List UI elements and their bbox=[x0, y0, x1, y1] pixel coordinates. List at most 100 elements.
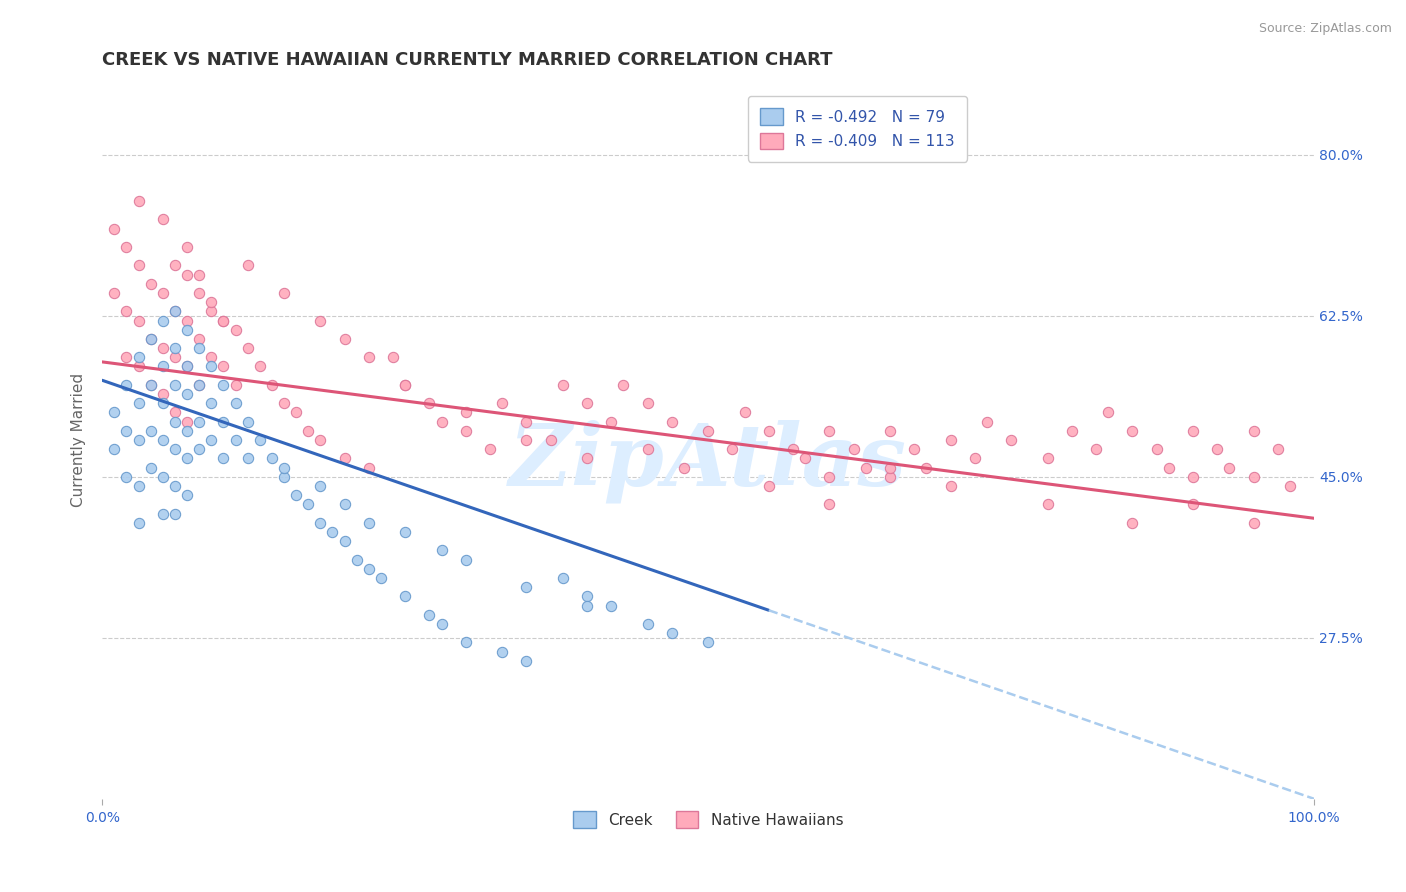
Point bbox=[176, 387, 198, 401]
Point bbox=[212, 377, 235, 392]
Point bbox=[128, 351, 150, 365]
Point bbox=[309, 479, 332, 493]
Point bbox=[454, 552, 477, 566]
Point bbox=[818, 470, 841, 484]
Text: ZipAtlas: ZipAtlas bbox=[509, 420, 907, 503]
Point bbox=[128, 313, 150, 327]
Point bbox=[163, 442, 186, 457]
Point bbox=[176, 424, 198, 438]
Point bbox=[273, 470, 295, 484]
Point bbox=[128, 433, 150, 447]
Point bbox=[1181, 424, 1204, 438]
Point bbox=[976, 415, 998, 429]
Point bbox=[128, 194, 150, 208]
Point bbox=[491, 396, 513, 410]
Point bbox=[163, 377, 186, 392]
Point bbox=[225, 377, 247, 392]
Point bbox=[721, 442, 744, 457]
Point bbox=[212, 359, 235, 374]
Point bbox=[540, 433, 562, 447]
Point bbox=[612, 377, 634, 392]
Point bbox=[454, 424, 477, 438]
Point bbox=[152, 212, 174, 227]
Point bbox=[382, 351, 405, 365]
Point bbox=[152, 470, 174, 484]
Point bbox=[1243, 470, 1265, 484]
Point bbox=[333, 332, 356, 346]
Point bbox=[661, 626, 683, 640]
Point bbox=[600, 415, 623, 429]
Point bbox=[152, 396, 174, 410]
Point bbox=[1267, 442, 1289, 457]
Point bbox=[697, 424, 720, 438]
Point bbox=[394, 590, 416, 604]
Point bbox=[200, 295, 222, 310]
Point bbox=[249, 359, 271, 374]
Point bbox=[273, 396, 295, 410]
Point bbox=[600, 599, 623, 613]
Point bbox=[794, 451, 817, 466]
Point bbox=[152, 387, 174, 401]
Point bbox=[394, 524, 416, 539]
Point bbox=[200, 351, 222, 365]
Point bbox=[903, 442, 925, 457]
Point bbox=[879, 424, 901, 438]
Point bbox=[285, 488, 308, 502]
Point bbox=[661, 415, 683, 429]
Point bbox=[188, 268, 211, 282]
Point bbox=[394, 377, 416, 392]
Point bbox=[309, 313, 332, 327]
Point bbox=[128, 258, 150, 272]
Point bbox=[128, 396, 150, 410]
Point bbox=[551, 377, 574, 392]
Point bbox=[212, 313, 235, 327]
Point bbox=[491, 645, 513, 659]
Point bbox=[139, 332, 162, 346]
Point bbox=[163, 304, 186, 318]
Point bbox=[212, 313, 235, 327]
Point bbox=[963, 451, 986, 466]
Point bbox=[357, 516, 380, 530]
Point bbox=[333, 451, 356, 466]
Point bbox=[176, 359, 198, 374]
Point bbox=[139, 377, 162, 392]
Y-axis label: Currently Married: Currently Married bbox=[72, 373, 86, 508]
Point bbox=[273, 460, 295, 475]
Point bbox=[879, 460, 901, 475]
Point bbox=[418, 396, 440, 410]
Point bbox=[321, 524, 343, 539]
Point bbox=[309, 516, 332, 530]
Point bbox=[394, 377, 416, 392]
Point bbox=[152, 285, 174, 300]
Point bbox=[637, 442, 659, 457]
Point bbox=[236, 451, 259, 466]
Point bbox=[103, 442, 125, 457]
Point bbox=[115, 470, 138, 484]
Text: CREEK VS NATIVE HAWAIIAN CURRENTLY MARRIED CORRELATION CHART: CREEK VS NATIVE HAWAIIAN CURRENTLY MARRI… bbox=[103, 51, 832, 69]
Point bbox=[176, 415, 198, 429]
Point bbox=[139, 277, 162, 291]
Point bbox=[551, 571, 574, 585]
Point bbox=[236, 415, 259, 429]
Point bbox=[357, 351, 380, 365]
Point bbox=[115, 240, 138, 254]
Point bbox=[1206, 442, 1229, 457]
Point bbox=[188, 341, 211, 355]
Point bbox=[163, 258, 186, 272]
Point bbox=[200, 304, 222, 318]
Point bbox=[575, 396, 598, 410]
Point bbox=[637, 617, 659, 632]
Point bbox=[637, 396, 659, 410]
Point bbox=[139, 332, 162, 346]
Point bbox=[188, 442, 211, 457]
Point bbox=[297, 424, 319, 438]
Point bbox=[163, 507, 186, 521]
Point bbox=[139, 377, 162, 392]
Point bbox=[200, 359, 222, 374]
Point bbox=[103, 405, 125, 419]
Point bbox=[1243, 516, 1265, 530]
Point bbox=[103, 221, 125, 235]
Point bbox=[188, 377, 211, 392]
Point bbox=[152, 341, 174, 355]
Point bbox=[515, 580, 537, 594]
